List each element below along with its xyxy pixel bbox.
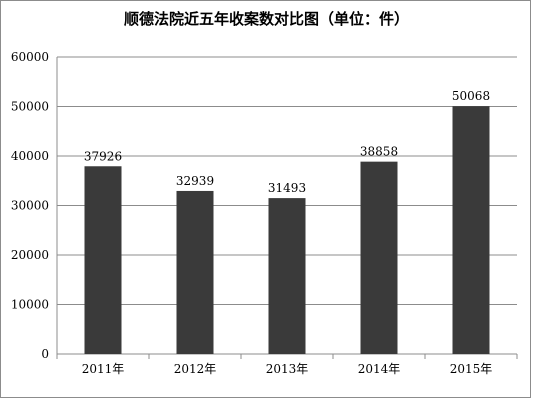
x-tick-label: 2015年 bbox=[450, 362, 493, 376]
y-tick-label: 10000 bbox=[11, 298, 49, 312]
data-label: 50068 bbox=[452, 89, 490, 103]
bar bbox=[84, 166, 122, 354]
x-tick-label: 2011年 bbox=[82, 362, 125, 376]
y-tick-label: 0 bbox=[41, 347, 49, 361]
bar bbox=[268, 198, 306, 354]
data-label: 38858 bbox=[360, 145, 398, 159]
x-tick-label: 2012年 bbox=[174, 362, 217, 376]
data-label: 31493 bbox=[268, 181, 306, 195]
y-tick-label: 20000 bbox=[11, 248, 49, 262]
chart-title: 顺德法院近五年收案数对比图（单位：件） bbox=[123, 10, 409, 28]
bar bbox=[360, 161, 398, 354]
y-tick-label: 50000 bbox=[11, 100, 49, 114]
x-tick-label: 2014年 bbox=[358, 362, 401, 376]
data-label: 32939 bbox=[176, 174, 214, 188]
bar bbox=[452, 106, 490, 355]
bar bbox=[176, 190, 214, 354]
data-label: 37926 bbox=[84, 149, 122, 163]
y-tick-label: 40000 bbox=[11, 149, 49, 163]
x-tick-label: 2013年 bbox=[266, 362, 309, 376]
y-tick-label: 30000 bbox=[11, 199, 49, 213]
y-tick-label: 60000 bbox=[11, 50, 49, 64]
